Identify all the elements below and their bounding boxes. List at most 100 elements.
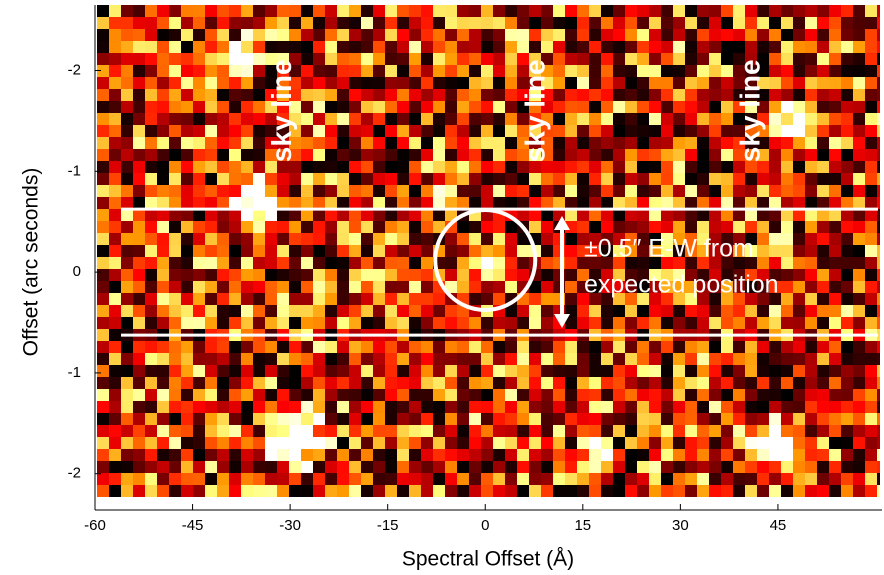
heatmap-cell [673,173,685,185]
heatmap-cell [733,341,745,353]
heatmap-cell [493,41,505,53]
heatmap-cell [553,125,565,137]
heatmap-cell [529,437,541,449]
heatmap-cell [289,449,301,461]
heatmap-cell [553,41,565,53]
y-tick-label: -1 [68,162,81,179]
heatmap-cell [577,137,589,149]
heatmap-cell [601,473,613,485]
heatmap-cell [409,281,421,293]
heatmap-cell [265,113,277,125]
heatmap-cell [661,365,673,377]
heatmap-cell [169,305,181,317]
heatmap-cell [673,101,685,113]
heatmap-cell [805,353,817,365]
heatmap-cell [613,185,625,197]
heatmap-cell [301,377,313,389]
heatmap-cell [97,317,109,329]
heatmap-cell [829,305,841,317]
heatmap-cell [853,413,865,425]
heatmap-cell [589,257,601,269]
heatmap-cell [793,101,805,113]
heatmap-cell [277,197,289,209]
heatmap-cell [253,401,265,413]
heatmap-cell [265,77,277,89]
heatmap-cell [553,341,565,353]
heatmap-cell [445,245,457,257]
heatmap-cell [517,257,529,269]
heatmap-cell [361,449,373,461]
heatmap-cell [445,305,457,317]
heatmap-cell [157,233,169,245]
heatmap-cell [853,485,865,497]
heatmap-cell [409,173,421,185]
heatmap-cell [529,293,541,305]
heatmap-cell [757,221,769,233]
heatmap-cell [301,389,313,401]
heatmap-cell [793,425,805,437]
heatmap-cell [613,281,625,293]
heatmap-cell [193,245,205,257]
heatmap-cell [865,113,877,125]
heatmap-cell [793,221,805,233]
heatmap-cell [853,125,865,137]
heatmap-cell [505,149,517,161]
heatmap-cell [865,149,877,161]
heatmap-cell [445,317,457,329]
heatmap-cell [349,53,361,65]
heatmap-cell [181,161,193,173]
heatmap-cell [841,353,853,365]
heatmap-cell [193,485,205,497]
heatmap-cell [625,413,637,425]
heatmap-cell [229,197,241,209]
heatmap-cell [757,113,769,125]
heatmap-cell [625,461,637,473]
heatmap-cell [841,389,853,401]
heatmap-cell [685,29,697,41]
heatmap-cell [481,413,493,425]
heatmap-cell [205,77,217,89]
heatmap-cell [685,161,697,173]
heatmap-cell [277,473,289,485]
heatmap-cell [169,389,181,401]
heatmap-cell [673,413,685,425]
heatmap-cell [817,101,829,113]
heatmap-cell [841,473,853,485]
heatmap-cell [541,77,553,89]
heatmap-cell [133,161,145,173]
heatmap-cell [397,353,409,365]
heatmap-cell [193,125,205,137]
heatmap-cell [181,485,193,497]
heatmap-cell [397,305,409,317]
heatmap-cell [373,485,385,497]
heatmap-cell [349,197,361,209]
heatmap-cell [145,5,157,17]
heatmap-cell [625,437,637,449]
heatmap-cell [445,389,457,401]
heatmap-cell [325,257,337,269]
heatmap-cell [397,401,409,413]
heatmap-cell [589,125,601,137]
heatmap-cell [841,29,853,41]
heatmap-cell [769,437,781,449]
heatmap-cell [817,41,829,53]
heatmap-cell [385,281,397,293]
heatmap-cell [133,209,145,221]
heatmap-cell [661,221,673,233]
heatmap-cell [625,341,637,353]
heatmap-cell [301,485,313,497]
heatmap-cell [877,341,880,353]
heatmap-cell [193,317,205,329]
heatmap-cell [349,293,361,305]
heatmap-cell [97,461,109,473]
heatmap-cell [181,269,193,281]
heatmap-cell [757,245,769,257]
heatmap-cell [721,149,733,161]
heatmap-cell [337,137,349,149]
heatmap-cell [589,341,601,353]
heatmap-cell [685,449,697,461]
heatmap-cell [289,401,301,413]
heatmap-cell [637,305,649,317]
heatmap-cell [565,197,577,209]
heatmap-cell [97,353,109,365]
